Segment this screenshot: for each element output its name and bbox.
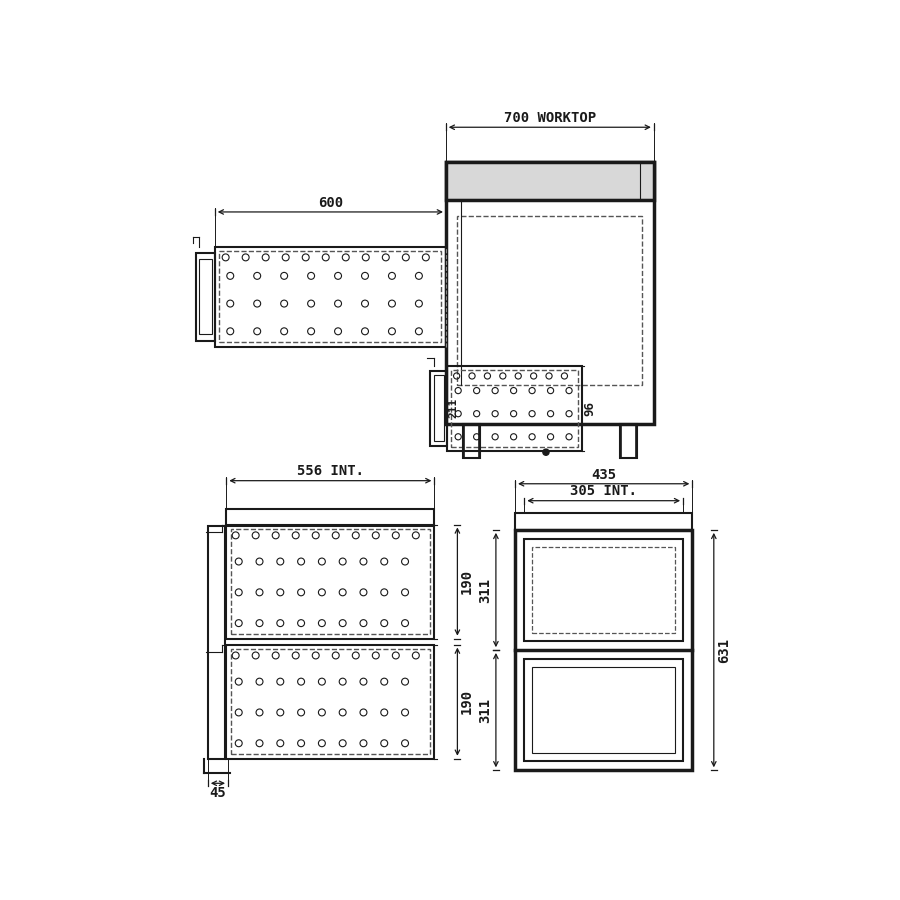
Bar bbox=[515, 530, 692, 770]
Bar bbox=[446, 162, 653, 424]
Bar bbox=[463, 424, 480, 458]
Bar bbox=[525, 660, 683, 761]
Text: 211: 211 bbox=[448, 398, 459, 418]
Text: 190: 190 bbox=[460, 689, 473, 715]
Text: 311: 311 bbox=[478, 578, 492, 603]
Text: 311: 311 bbox=[478, 698, 492, 723]
Bar bbox=[231, 529, 429, 634]
Bar bbox=[208, 526, 225, 759]
Bar bbox=[447, 366, 582, 451]
Bar bbox=[195, 253, 215, 340]
Bar bbox=[227, 509, 435, 526]
Circle shape bbox=[543, 449, 549, 455]
Bar bbox=[532, 667, 675, 753]
Text: 190: 190 bbox=[460, 569, 473, 594]
Text: 96: 96 bbox=[583, 400, 597, 416]
Bar bbox=[621, 425, 635, 457]
Bar bbox=[446, 162, 653, 201]
Bar bbox=[532, 547, 675, 633]
Text: 45: 45 bbox=[210, 786, 226, 799]
Bar bbox=[227, 644, 435, 759]
Bar bbox=[515, 513, 692, 530]
Text: 556 INT.: 556 INT. bbox=[297, 464, 364, 479]
Bar bbox=[220, 251, 441, 342]
Bar bbox=[430, 371, 447, 446]
Bar bbox=[457, 216, 643, 385]
Bar bbox=[434, 375, 445, 441]
Bar bbox=[525, 539, 683, 641]
Text: 305 INT.: 305 INT. bbox=[571, 484, 637, 499]
Bar bbox=[464, 425, 478, 457]
Bar bbox=[215, 247, 446, 346]
Bar bbox=[451, 370, 579, 446]
Bar bbox=[231, 649, 429, 754]
Bar bbox=[620, 424, 637, 458]
Text: 600: 600 bbox=[318, 195, 343, 210]
Bar bbox=[199, 259, 212, 335]
Text: 700 WORKTOP: 700 WORKTOP bbox=[504, 111, 596, 125]
Text: 435: 435 bbox=[591, 467, 617, 482]
Text: 631: 631 bbox=[717, 637, 732, 662]
Bar bbox=[227, 525, 435, 638]
